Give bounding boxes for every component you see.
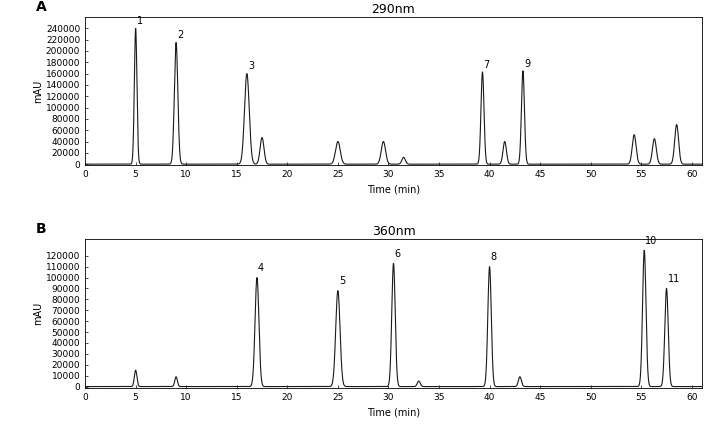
Text: 10: 10 bbox=[645, 236, 657, 246]
Y-axis label: mAU: mAU bbox=[33, 302, 43, 325]
Text: A: A bbox=[35, 0, 47, 14]
Text: 2: 2 bbox=[177, 30, 184, 40]
Text: B: B bbox=[35, 222, 46, 236]
Text: 1: 1 bbox=[137, 16, 143, 26]
Title: 290nm: 290nm bbox=[372, 3, 415, 16]
Text: 11: 11 bbox=[668, 274, 680, 284]
Text: 6: 6 bbox=[394, 249, 401, 259]
X-axis label: Time (min): Time (min) bbox=[367, 407, 420, 417]
Text: 9: 9 bbox=[524, 58, 530, 69]
X-axis label: Time (min): Time (min) bbox=[367, 185, 420, 195]
Title: 360nm: 360nm bbox=[372, 225, 415, 238]
Text: 7: 7 bbox=[484, 60, 490, 70]
Y-axis label: mAU: mAU bbox=[33, 80, 43, 103]
Text: 4: 4 bbox=[258, 263, 264, 273]
Text: 3: 3 bbox=[248, 61, 254, 72]
Text: 5: 5 bbox=[339, 276, 345, 286]
Text: 8: 8 bbox=[491, 252, 497, 262]
